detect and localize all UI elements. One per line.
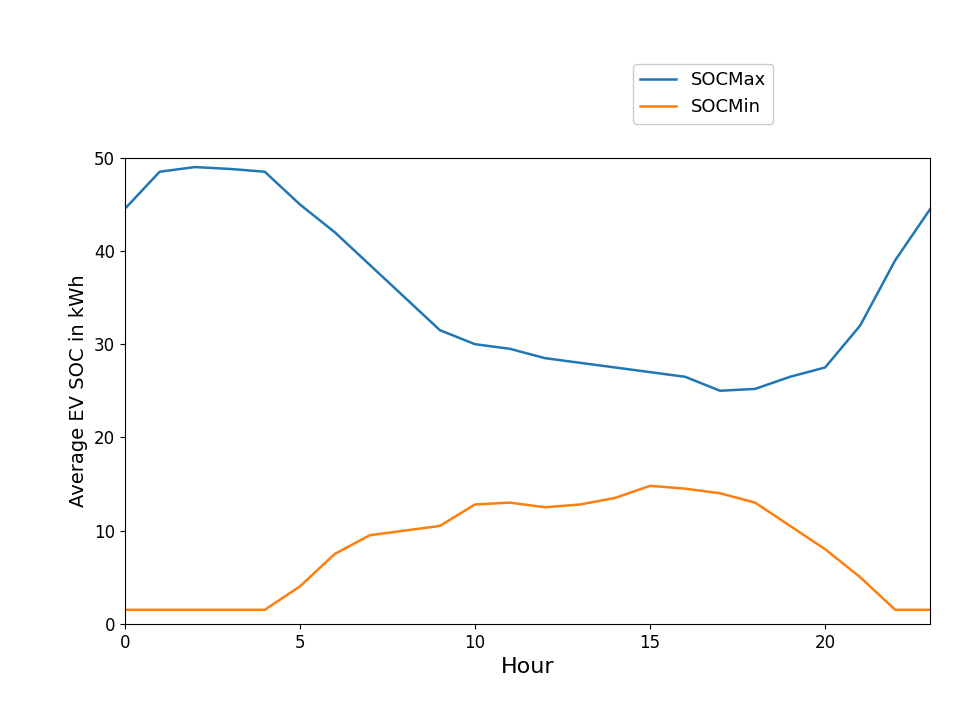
Legend: SOCMax, SOCMin: SOCMax, SOCMin (633, 65, 773, 124)
SOCMax (434, 326, 446, 334)
Line: SOCMin: SOCMin (125, 486, 930, 609)
SOCMin (364, 531, 376, 539)
SOCMax (854, 321, 866, 330)
SOCMin (434, 522, 446, 531)
SOCMin (469, 500, 480, 509)
SOCMax (224, 165, 236, 174)
SOCMin (749, 498, 760, 507)
SOCMax (644, 368, 656, 376)
SOCMax (259, 168, 270, 176)
SOCMax (329, 228, 340, 237)
SOCMax (714, 386, 726, 395)
SOCMin (154, 605, 166, 614)
SOCMin (924, 605, 936, 614)
SOCMin (539, 503, 550, 512)
SOCMin (504, 498, 516, 507)
SOCMin (294, 582, 306, 591)
SOCMax (924, 205, 936, 214)
SOCMax (154, 168, 166, 176)
SOCMax (364, 261, 376, 270)
SOCMin (714, 489, 726, 498)
SOCMin (889, 605, 901, 614)
Line: SOCMax: SOCMax (125, 167, 930, 391)
SOCMax (784, 373, 796, 381)
Y-axis label: Average EV SOC in kWh: Average EV SOC in kWh (69, 275, 88, 507)
SOCMax (609, 363, 620, 371)
SOCMin (679, 485, 690, 493)
SOCMax (679, 373, 690, 381)
SOCMax (189, 163, 200, 171)
SOCMax (574, 358, 586, 367)
SOCMin (399, 526, 410, 535)
SOCMin (189, 605, 200, 614)
SOCMin (224, 605, 236, 614)
SOCMax (119, 205, 130, 214)
SOCMin (609, 493, 620, 502)
SOCMin (259, 605, 270, 614)
SOCMin (574, 500, 586, 509)
SOCMax (399, 293, 410, 302)
SOCMin (329, 549, 340, 558)
SOCMax (504, 345, 516, 353)
SOCMax (819, 363, 830, 371)
SOCMin (854, 573, 866, 581)
SOCMin (119, 605, 130, 614)
SOCMax (889, 256, 901, 265)
SOCMax (539, 353, 550, 362)
X-axis label: Hour: Hour (501, 657, 554, 677)
SOCMax (469, 340, 480, 348)
SOCMax (749, 384, 760, 393)
SOCMin (819, 545, 830, 554)
SOCMin (784, 522, 796, 531)
SOCMax (294, 200, 306, 209)
SOCMin (644, 482, 656, 490)
